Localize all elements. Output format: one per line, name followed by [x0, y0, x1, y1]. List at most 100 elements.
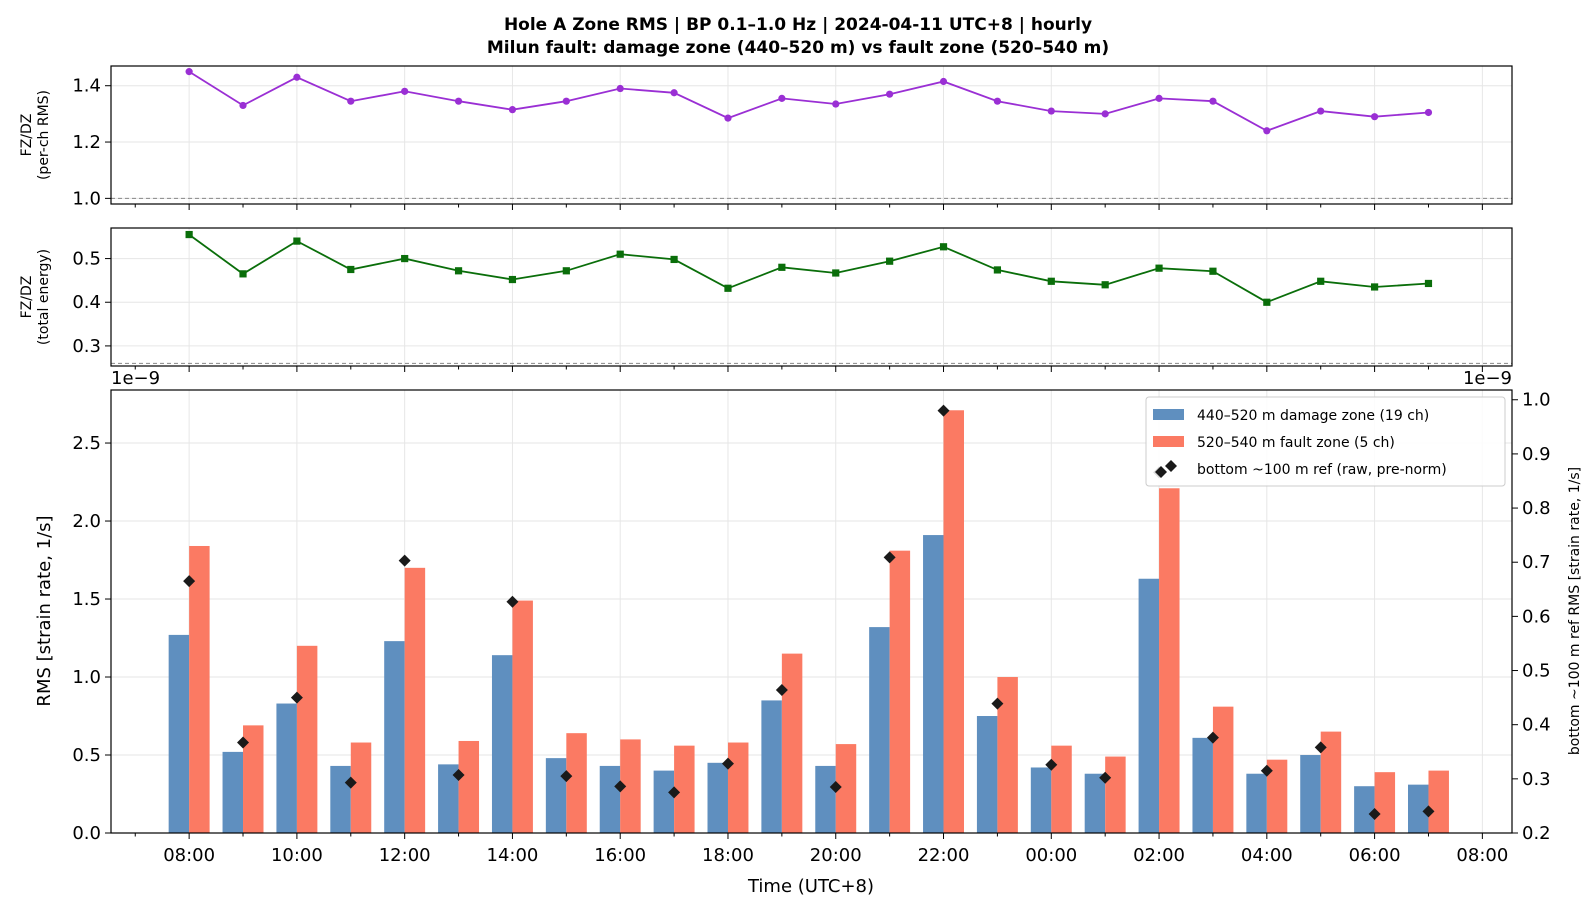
legend-ref-diamond	[1165, 460, 1177, 472]
ref-point	[398, 554, 411, 567]
x-tick-label: 10:00	[271, 845, 323, 866]
bar-damage-zone	[1408, 784, 1429, 833]
ref-point	[344, 776, 357, 789]
data-point	[1209, 97, 1217, 105]
y-tick-label: 1.0	[72, 188, 101, 209]
bar-damage-zone	[976, 716, 998, 833]
data-point	[939, 77, 948, 86]
y-tick-label-right: 1.0	[1522, 390, 1551, 411]
bar-panel-frame	[110, 389, 1513, 834]
legend-ref-diamond	[1155, 466, 1167, 478]
data-point	[347, 265, 355, 274]
ref-point	[1260, 764, 1273, 777]
bar-fault-zone	[404, 567, 426, 833]
bar-fault-zone	[835, 744, 857, 833]
ref-point	[991, 697, 1004, 710]
y-tick-label: 1.2	[72, 132, 101, 153]
data-point	[1424, 108, 1433, 117]
y-tick-label-right: 0.3	[1522, 769, 1551, 790]
data-point	[1424, 279, 1433, 288]
legend-swatch-damage-zone	[1153, 409, 1184, 420]
bar-fault-zone	[889, 550, 911, 833]
series-line	[188, 70, 1429, 132]
y-tick-label: 1.5	[72, 589, 101, 610]
bar-damage-zone	[384, 641, 405, 833]
ref-point	[1099, 771, 1112, 784]
data-point	[508, 275, 517, 284]
middle-ratio-panel: 0.3 0.4 0.5 FZ/DZ (total energy)	[19, 227, 1513, 372]
data-point	[886, 257, 894, 265]
data-point	[832, 269, 840, 277]
legend-box	[1145, 396, 1506, 487]
bar-damage-zone	[168, 634, 190, 833]
bar-damage-zone	[599, 765, 621, 833]
bar-damage-zone	[491, 655, 513, 833]
data-point	[401, 254, 409, 263]
bar-fault-zone	[350, 742, 372, 833]
top-ratio-panel: 1.0 1.2 1.4 FZ/DZ (per-ch RMS)	[19, 65, 1513, 210]
bar-damage-zone	[438, 764, 459, 833]
x-tick-label: 04:00	[1241, 845, 1293, 866]
bar-fault-zone	[512, 600, 533, 833]
y-tick-label: 2.5	[72, 433, 101, 454]
top-ylabel-line2: (per-ch RMS)	[36, 90, 52, 180]
bar-damage-zone	[923, 535, 944, 833]
data-point	[993, 266, 1002, 274]
bar-damage-zone	[707, 762, 728, 833]
data-point	[993, 97, 1002, 105]
bar-damage-zone	[815, 765, 836, 833]
data-point	[454, 267, 463, 275]
series-line	[188, 233, 1429, 304]
bar-fault-zone	[1374, 772, 1396, 833]
bar-fault-zone	[189, 545, 210, 833]
legend-swatch-fault-zone	[1153, 436, 1184, 447]
data-point	[508, 106, 517, 114]
bar-damage-zone	[222, 751, 244, 833]
x-tick-label: 20:00	[810, 845, 862, 866]
bar-fault-zone	[620, 739, 641, 833]
data-point	[1263, 127, 1271, 135]
ref-point	[668, 786, 681, 799]
data-point	[1317, 277, 1325, 285]
y-tick-label-right: 0.2	[1522, 823, 1551, 844]
data-point	[778, 263, 786, 271]
legend-label-fault-zone: 520–540 m fault zone (5 ch)	[1197, 435, 1395, 451]
data-point	[670, 255, 678, 264]
x-tick-label: 06:00	[1349, 845, 1401, 866]
xlabel: Time (UTC+8)	[747, 876, 874, 897]
chart-title-line1: Hole A Zone RMS | BP 0.1–1.0 Hz | 2024-0…	[504, 15, 1092, 35]
data-point	[185, 230, 193, 239]
x-tick-label: 22:00	[918, 845, 970, 866]
data-point	[670, 89, 678, 97]
x-tick-label: 12:00	[379, 845, 431, 866]
ref-point	[1368, 808, 1381, 821]
data-point	[778, 94, 786, 102]
data-point	[1370, 283, 1379, 291]
y-tick-label-right: 0.8	[1522, 498, 1551, 519]
right-offset-label: 1e−9	[1463, 368, 1512, 389]
bar-fault-zone	[674, 745, 695, 833]
right-ylabel: bottom ~100 m ref RMS [strain rate, 1/s]	[1567, 467, 1583, 755]
ref-point	[721, 757, 734, 770]
y-tick-label-right: 0.5	[1522, 661, 1551, 682]
middle-ylabel-line2: (total energy)	[36, 249, 52, 345]
bar-fault-zone	[1428, 770, 1449, 833]
y-tick-label: 0.4	[72, 292, 101, 313]
x-tick-label: 08:00	[163, 845, 215, 866]
bar-damage-zone	[653, 770, 675, 833]
data-point	[239, 101, 247, 110]
data-point	[1209, 267, 1217, 275]
y-tick-label: 1.0	[72, 667, 101, 688]
bar-damage-zone	[761, 700, 782, 833]
bar-fault-zone	[296, 645, 318, 833]
data-point	[832, 100, 840, 108]
ref-point	[614, 780, 627, 793]
y-tick-label: 2.0	[72, 511, 101, 532]
ref-point	[937, 404, 950, 417]
ref-point	[1314, 741, 1327, 754]
legend: 440–520 m damage zone (19 ch) 520–540 m …	[1145, 396, 1506, 487]
bar-damage-zone	[1246, 773, 1267, 833]
ref-point	[506, 595, 519, 608]
x-tick-label: 02:00	[1133, 845, 1185, 866]
ref-point	[1045, 758, 1058, 771]
